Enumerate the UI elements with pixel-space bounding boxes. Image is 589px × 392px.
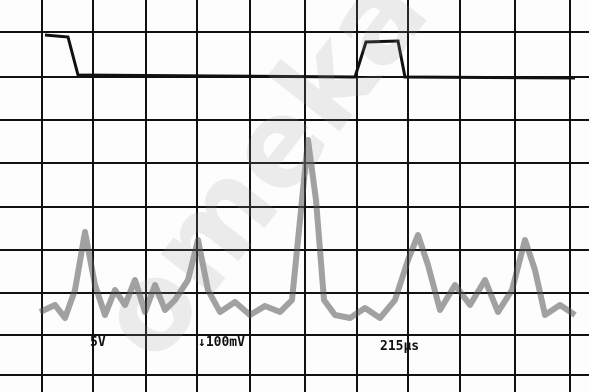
oscilloscope-screen: omeka 5V ↓100mV 215μs (0, 0, 589, 392)
channel1-label: 5V (90, 335, 106, 350)
page: {"labels": {"channel1": "5V", "channel2"… (0, 0, 589, 392)
channel2-label: ↓100mV (198, 335, 245, 350)
timebase-label: 215μs (380, 339, 419, 354)
